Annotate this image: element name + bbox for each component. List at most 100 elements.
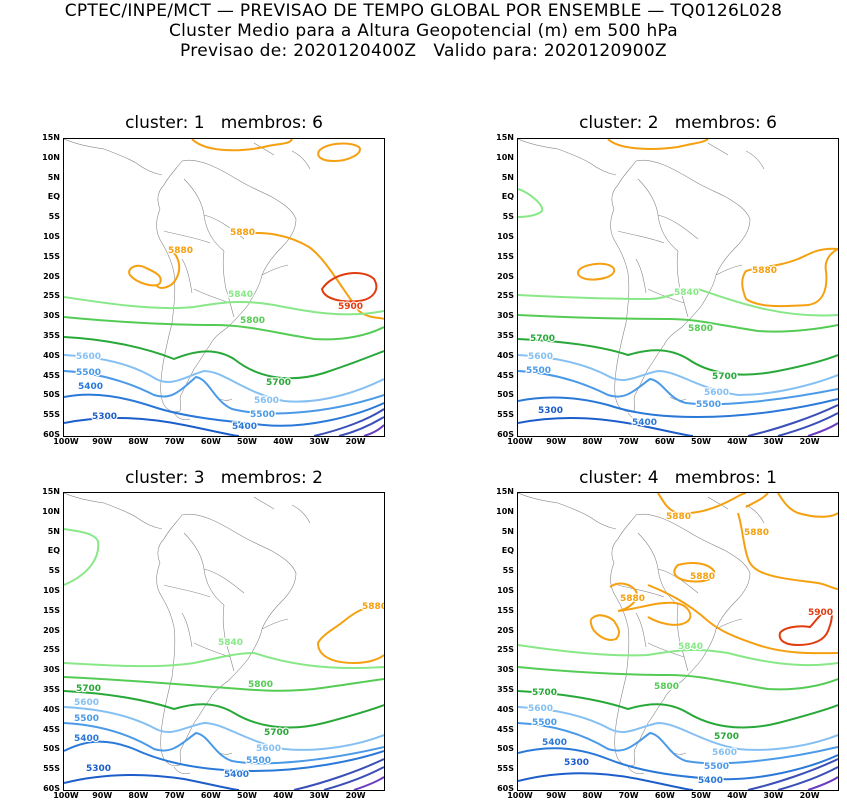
lat-tick-label: EQ <box>47 546 60 556</box>
lat-tick-label: 40S <box>43 350 60 360</box>
label-5400-a: 5400 <box>542 738 567 748</box>
lon-tick-label: 70W <box>618 791 639 800</box>
lat-tick-label: 60S <box>43 784 60 793</box>
map-panel-2: 5880 5840 5800 5700 5700 5600 5600 5500 … <box>517 138 839 437</box>
lat-tick-label: 10N <box>496 152 514 162</box>
header-line-1: CPTEC/INPE/MCT — PREVISAO DE TEMPO GLOBA… <box>64 1 783 21</box>
label-5600-a: 5600 <box>76 352 101 362</box>
contour-5700 <box>517 690 839 729</box>
label-5600-b: 5600 <box>712 748 737 758</box>
contour-5500 <box>517 722 839 765</box>
label-5700: 5700 <box>266 378 291 388</box>
lat-tick-label: 20S <box>497 271 514 281</box>
lat-tick-label: 5N <box>501 172 514 182</box>
lat-tick-label: 45S <box>43 724 60 734</box>
lon-tick-label: 20W <box>345 437 366 446</box>
label-5700-a: 5700 <box>532 688 557 698</box>
contour-5400 <box>517 747 839 781</box>
label-5800: 5800 <box>240 316 265 326</box>
label-5880-a: 5880 <box>666 512 691 522</box>
lat-tick-label: 10N <box>496 506 514 516</box>
contour-5700 <box>63 336 385 380</box>
lon-tick-label: 100W <box>507 791 533 800</box>
lat-tick-label: EQ <box>47 192 60 202</box>
lat-tick-label: 10N <box>42 506 60 516</box>
lon-tick-label: 50W <box>237 437 257 446</box>
contour-deep-2 <box>323 766 385 791</box>
lon-tick-label: 90W <box>92 437 113 446</box>
label-5700-a: 5700 <box>530 334 555 344</box>
lat-tick-label: 45S <box>497 370 514 380</box>
lat-tick-label: 60S <box>497 430 514 439</box>
lon-tick-label: 80W <box>128 437 149 446</box>
contour-5300 <box>63 416 240 437</box>
contour-5840 <box>517 644 839 667</box>
lat-tick-label: 55S <box>43 764 60 774</box>
lat-tick-label: 10S <box>497 586 514 595</box>
label-5880-d: 5880 <box>620 594 645 604</box>
lat-tick-label: 35S <box>43 685 60 694</box>
lon-tick-label: 30W <box>309 791 330 800</box>
contour-deep-1 <box>293 758 385 791</box>
label-5400-a: 5400 <box>74 734 99 744</box>
label-5600-a: 5600 <box>74 698 99 708</box>
contour-5880-north <box>191 138 293 152</box>
contour-deep-3 <box>353 776 385 791</box>
lon-tick-label: 50W <box>237 791 257 800</box>
lat-tick-label: 20S <box>43 625 60 635</box>
lat-tick-label: 15S <box>497 251 514 261</box>
lon-tick-label: 90W <box>92 791 113 800</box>
contour-deep-3 <box>807 422 839 437</box>
map-panel-4: 5880 5880 5880 5880 5900 5840 5800 5700 … <box>517 492 839 791</box>
lon-tick-label: 40W <box>273 791 294 800</box>
lat-tick-label: 55S <box>497 764 514 774</box>
contour-5880-nw-blob <box>577 262 616 281</box>
panel-2-title: cluster: 2 membros: 6 <box>579 113 777 133</box>
lon-tick-label: 20W <box>799 791 820 800</box>
lon-tick-label: 80W <box>582 437 603 446</box>
label-5600-b: 5600 <box>254 396 279 406</box>
lat-tick-label: 35S <box>497 331 514 340</box>
lat-tick-label: 5S <box>48 566 60 576</box>
label-5880-a: 5880 <box>168 246 193 256</box>
lat-tick-label: 35S <box>43 331 60 340</box>
lon-tick-label: 100W <box>53 791 79 800</box>
lat-tick-label: 60S <box>43 430 60 439</box>
contour-deep-1 <box>747 758 839 791</box>
contour-5500 <box>517 370 839 406</box>
lat-tick-label: 50S <box>43 744 60 754</box>
coastline <box>63 492 311 775</box>
contour-5840 <box>63 296 385 316</box>
label-5600-a: 5600 <box>528 352 553 362</box>
contour-5880-north <box>607 138 709 150</box>
contour-5800 <box>63 676 385 692</box>
lon-tick-label: 60W <box>654 437 675 446</box>
contour-5840-eq <box>63 528 100 586</box>
label-5300: 5300 <box>86 764 111 774</box>
contour-5300 <box>517 772 694 791</box>
label-5700-b: 5700 <box>264 728 289 738</box>
contour-5600 <box>63 354 385 403</box>
lat-tick-label: 15S <box>43 605 60 615</box>
contour-5880-main <box>128 232 385 320</box>
label-5600-b: 5600 <box>256 744 281 754</box>
lat-tick-label: 10N <box>42 152 60 162</box>
map-panel-4-svg: 5880 5880 5880 5880 5900 5840 5800 5700 … <box>517 492 839 791</box>
lon-tick-label: 100W <box>507 437 533 446</box>
lat-tick-label: 15S <box>43 251 60 261</box>
contour-5900 <box>320 272 378 303</box>
coastline <box>63 138 311 421</box>
map-panel-3: 5880 5840 5800 5700 5700 5600 5600 5500 … <box>63 492 388 791</box>
lat-tick-label: 45S <box>43 370 60 380</box>
label-5500-b: 5500 <box>696 400 721 410</box>
header-line-2: Cluster Medio para a Altura Geopotencial… <box>168 21 679 41</box>
lon-tick-label: 60W <box>200 437 221 446</box>
label-5900: 5900 <box>338 302 363 312</box>
coastline-path <box>63 492 311 775</box>
contour-deep-2 <box>338 416 385 437</box>
lon-tick-label: 60W <box>654 791 675 800</box>
lat-tick-label: 50S <box>43 390 60 400</box>
contour-5400 <box>63 393 385 427</box>
contour-5300 <box>63 773 240 791</box>
lat-tick-label: 30S <box>497 311 514 321</box>
